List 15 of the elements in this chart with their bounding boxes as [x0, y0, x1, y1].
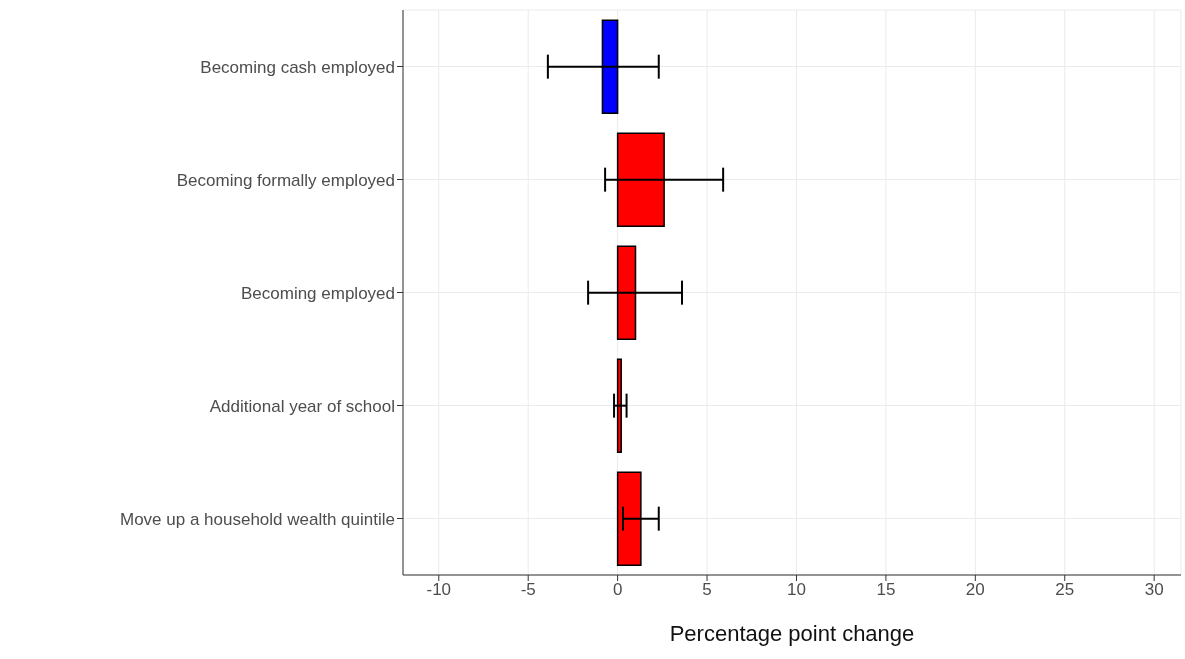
x-tick-label: 25: [1055, 580, 1075, 600]
y-tick-label: Becoming employed: [240, 283, 395, 303]
x-tick-label: 20: [965, 580, 985, 600]
x-tick-label: -5: [520, 580, 536, 600]
y-tick-label: Becoming formally employed: [176, 170, 395, 190]
x-tick-label: 10: [787, 580, 806, 600]
x-tick-label: -10: [426, 580, 452, 600]
x-tick-label: 30: [1144, 580, 1164, 600]
x-tick-label: 15: [876, 580, 896, 600]
x-tick-label: 5: [702, 580, 712, 600]
y-tick-label: Additional year of school: [209, 396, 395, 416]
x-axis-title: Percentage point change: [669, 621, 915, 646]
y-tick-label: Becoming cash employed: [200, 57, 395, 77]
y-tick-label: Move up a household wealth quintile: [119, 509, 395, 529]
x-tick-label: 0: [612, 580, 623, 600]
